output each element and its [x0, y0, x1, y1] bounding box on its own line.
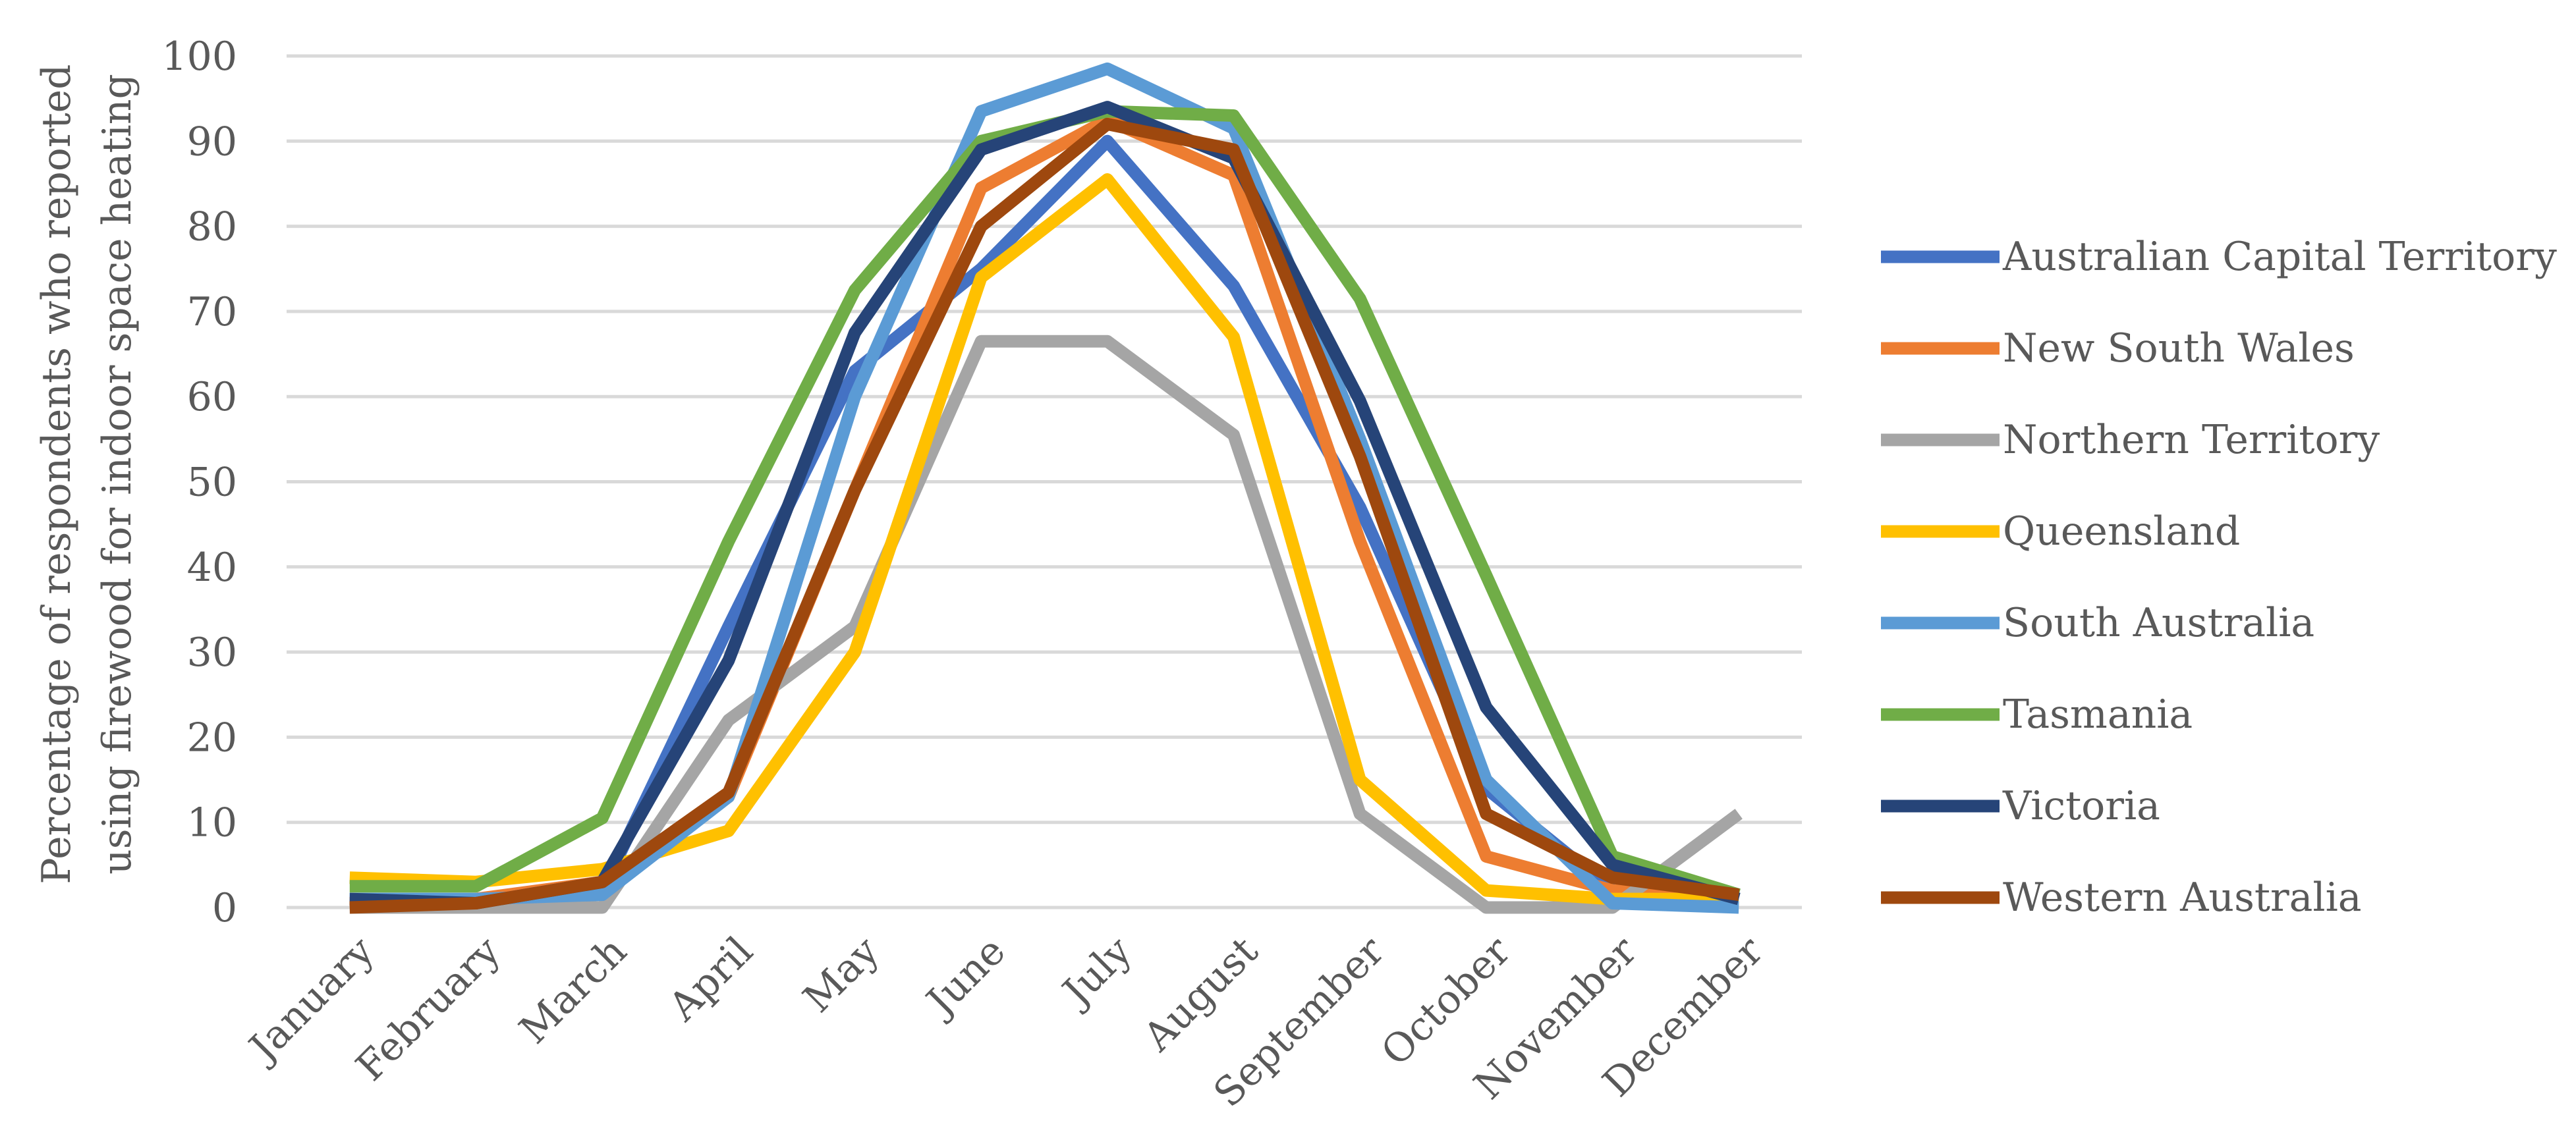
series-line-australian-capital-territory [349, 134, 1739, 906]
legend-label-australian-capital-territory: Australian Capital Territory [2002, 234, 2557, 280]
y-tick-label: 20 [187, 715, 237, 761]
x-tick-label: April [659, 928, 762, 1030]
x-tick-label: March [511, 928, 636, 1053]
legend-label-new-south-wales: New South Wales [2003, 325, 2355, 371]
y-axis-label: Percentage of respondents who reported u… [34, 64, 140, 884]
y-tick-label: 10 [187, 800, 237, 846]
y-tick-label: 80 [187, 204, 237, 250]
series-lines [349, 62, 1743, 914]
y-axis-label-line-2: using firewood for indoor space heating [94, 74, 140, 875]
x-tick-label: May [795, 928, 888, 1021]
legend-label-tasmania: Tasmania [2003, 691, 2193, 738]
y-tick-label: 50 [187, 460, 237, 506]
series-line-south-australia [349, 62, 1739, 914]
y-tick-label: 70 [187, 289, 237, 335]
y-tick-label: 40 [187, 545, 237, 591]
y-axis-ticks: 0 10 20 30 40 50 60 70 80 90 100 [161, 34, 237, 931]
series-line-queensland [349, 173, 1739, 906]
y-tick-label: 90 [187, 119, 237, 165]
legend: Australian Capital Territory New South Wa… [1881, 234, 2557, 921]
series-line-northern-territory [349, 335, 1743, 914]
y-tick-label: 30 [187, 630, 237, 676]
legend-label-northern-territory: Northern Territory [2003, 417, 2380, 463]
legend-label-queensland: Queensland [2003, 508, 2240, 555]
x-tick-label: June [915, 928, 1015, 1027]
legend-label-south-australia: South Australia [2003, 600, 2314, 646]
x-tick-label: July [1051, 928, 1141, 1017]
legend-label-western-australia: Western Australia [2003, 875, 2362, 921]
legend-label-victoria: Victoria [2002, 783, 2160, 829]
series-line-western-australia [349, 117, 1740, 914]
y-tick-label: 100 [161, 34, 237, 80]
series-line-new-south-wales [349, 113, 1739, 909]
y-tick-label: 0 [212, 885, 237, 931]
y-tick-label: 60 [187, 374, 237, 420]
y-axis-label-line-1: Percentage of respondents who reported [34, 64, 80, 884]
